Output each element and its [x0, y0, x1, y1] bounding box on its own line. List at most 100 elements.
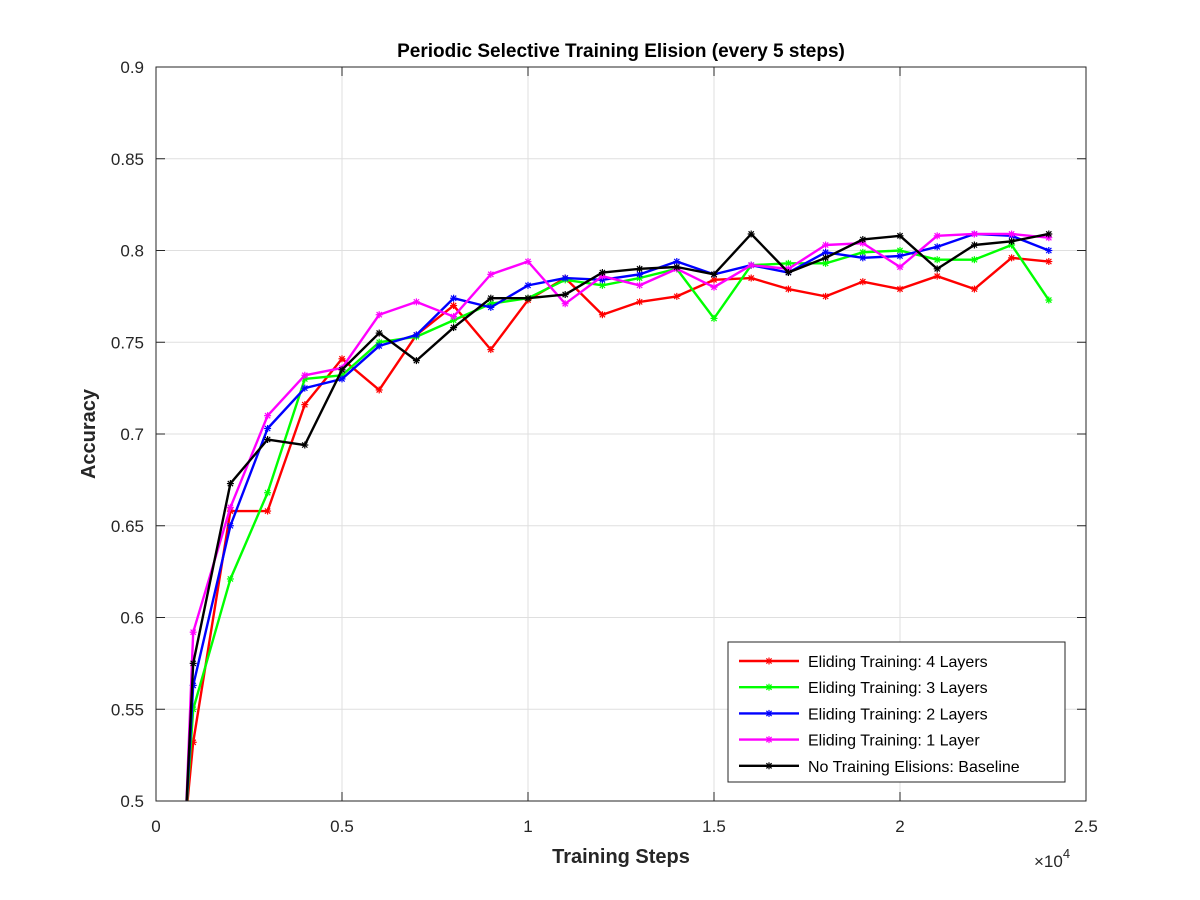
data-point: [859, 254, 867, 262]
data-point-d2: [227, 575, 234, 583]
data-point-d2: [413, 298, 420, 305]
data-point-d2: [785, 269, 792, 276]
data-point: [226, 522, 234, 530]
data-point: [896, 252, 904, 260]
data-point: [747, 230, 755, 238]
data-point-d2: [971, 241, 978, 249]
data-point: [933, 243, 941, 251]
data-point-d2: [934, 243, 941, 250]
data-point-d2: [338, 366, 346, 373]
data-point: [636, 265, 644, 273]
data-point-d2: [1045, 296, 1052, 304]
data-point: [375, 311, 383, 319]
y-axis-label: Accuracy: [78, 388, 100, 479]
y-tick-label: 0.6: [120, 609, 144, 628]
ticks: 0 0.5 1 1.5 2 2.5 0.5 0.55 0.6 0.65 0.7 0.75 0.8 0.85…: [111, 58, 1098, 836]
legend-label: No Training Elisions: Baseline: [808, 759, 1020, 776]
data-point-d2: [822, 254, 829, 261]
legend-item: No Training Elisions: Baseline: [739, 759, 1020, 776]
data-point-d2: [896, 252, 904, 260]
data-point: [598, 269, 606, 277]
data-point: [375, 342, 383, 350]
data-point: [822, 292, 830, 300]
data-point: [487, 346, 495, 354]
data-point: [970, 241, 978, 249]
legend-item: Eliding Training: 4 Layers: [739, 654, 988, 671]
x-axis-multiplier-exp: 4: [1063, 846, 1070, 861]
data-point-d2: [785, 260, 792, 267]
data-point-d2: [227, 522, 234, 529]
data-point-d2: [264, 508, 271, 515]
data-point: [1045, 258, 1053, 266]
data-point: [264, 412, 272, 420]
legend-label: Eliding Training: 3 Layers: [808, 680, 988, 697]
data-point-d2: [673, 263, 680, 271]
data-point-d2: [636, 271, 643, 278]
data-point: [933, 256, 941, 264]
y-tick-label: 0.8: [120, 242, 144, 261]
data-point-d2: [859, 236, 866, 243]
data-point-d2: [227, 504, 234, 511]
data-point-d2: [971, 230, 978, 238]
data-point-d2: [934, 265, 941, 272]
data-point-d2: [673, 293, 680, 300]
data-point-d2: [190, 660, 197, 667]
data-point-d2: [524, 295, 532, 302]
y-tick-label: 0.5: [120, 792, 144, 811]
data-point-d2: [376, 311, 383, 318]
x-tick-label: 2.5: [1074, 817, 1098, 836]
series-group: [185, 230, 1053, 801]
data-point: [1008, 237, 1016, 245]
data-point: [784, 285, 792, 293]
data-point: [673, 292, 681, 300]
legend-item: Eliding Training: 3 Layers: [739, 680, 988, 697]
data-point-d2: [450, 295, 457, 302]
data-point-d2: [934, 232, 941, 239]
data-point: [189, 628, 197, 636]
data-point-d2: [264, 425, 271, 432]
x-tick-label: 0: [151, 817, 160, 836]
data-point: [487, 270, 495, 278]
legend-marker: [765, 657, 773, 665]
data-point-d2: [1045, 258, 1052, 265]
data-point: [412, 357, 420, 365]
data-point-d2: [822, 241, 829, 249]
data-point: [784, 259, 792, 267]
series-4: [185, 230, 1053, 801]
data-point: [301, 384, 309, 392]
data-point: [450, 313, 458, 321]
data-point-d2: [487, 271, 494, 278]
data-point: [970, 230, 978, 238]
data-point: [598, 281, 606, 289]
data-point-d2: [487, 295, 494, 302]
legend-label: Eliding Training: 1 Layer: [808, 733, 980, 750]
data-point: [747, 261, 755, 269]
data-point: [636, 298, 644, 306]
data-point-d2: [338, 355, 346, 362]
legend-marker: [765, 762, 773, 770]
data-point: [859, 248, 867, 256]
data-point: [896, 285, 904, 293]
data-point-d2: [227, 480, 234, 487]
data-point: [933, 272, 941, 280]
data-point-d2: [971, 285, 978, 293]
data-point-d2: [636, 298, 643, 305]
data-point: [412, 298, 420, 306]
data-point-d2: [710, 271, 718, 278]
legend-marker: [765, 709, 773, 717]
data-point: [859, 235, 867, 243]
legend-marker-d2: [765, 684, 773, 691]
data-point: [226, 480, 234, 488]
data-point: [896, 263, 904, 271]
data-point: [784, 269, 792, 277]
data-point-d2: [896, 263, 904, 271]
data-point: [1008, 230, 1016, 238]
data-point: [524, 258, 532, 266]
data-point: [450, 294, 458, 302]
data-point: [264, 424, 272, 432]
data-point-d2: [896, 232, 904, 239]
data-point: [375, 329, 383, 337]
data-point: [264, 489, 272, 497]
data-point: [673, 263, 681, 271]
data-point-d2: [859, 254, 866, 261]
